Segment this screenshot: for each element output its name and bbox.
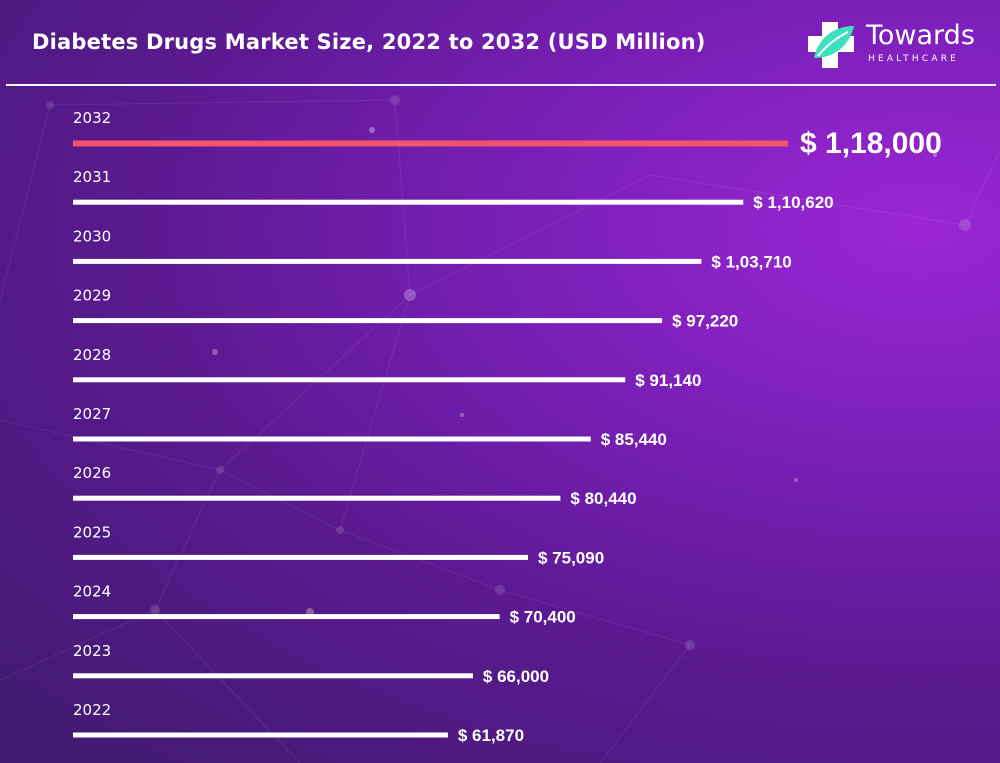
bar-2028	[73, 377, 626, 383]
bar-2031	[73, 199, 744, 205]
bar-2024	[73, 614, 500, 620]
category-label: 2029	[73, 287, 111, 305]
category-label: 2022	[73, 701, 111, 719]
category-label: 2030	[73, 227, 111, 245]
logo-name: Towards	[866, 20, 975, 51]
value-label: $ 70,400	[510, 608, 576, 627]
bar-2026	[73, 495, 561, 501]
bar-2032	[73, 140, 788, 147]
value-label: $ 1,03,710	[711, 252, 791, 271]
value-label: $ 97,220	[672, 312, 738, 331]
cross-leaf-icon	[808, 22, 854, 68]
value-label: $ 61,870	[458, 726, 524, 745]
category-label: 2027	[73, 405, 111, 423]
bar-2025	[73, 554, 528, 560]
value-label: $ 80,440	[570, 489, 636, 508]
logo-subtitle: HEALTHCARE	[868, 54, 960, 64]
category-label: 2026	[73, 464, 111, 482]
value-label: $ 1,10,620	[753, 193, 833, 212]
value-label: $ 91,140	[635, 371, 701, 390]
bar-2027	[73, 436, 591, 442]
chart-title: Diabetes Drugs Market Size, 2022 to 2032…	[32, 30, 706, 54]
bar-2030	[73, 258, 702, 264]
category-label: 2025	[73, 523, 111, 541]
bar-2022	[73, 732, 448, 738]
category-label: 2032	[73, 109, 111, 127]
value-label: $ 75,090	[538, 548, 604, 567]
category-label: 2028	[73, 346, 111, 364]
value-label: $ 1,18,000	[800, 127, 942, 160]
value-label: $ 85,440	[601, 430, 667, 449]
brand-logo: Towards HEALTHCARE	[804, 18, 984, 70]
category-label: 2024	[73, 583, 111, 601]
value-label: $ 66,000	[483, 667, 549, 686]
category-label: 2031	[73, 168, 111, 186]
bar-2023	[73, 673, 473, 679]
bar-2029	[73, 318, 663, 324]
header-divider	[6, 84, 996, 86]
category-label: 2023	[73, 642, 111, 660]
